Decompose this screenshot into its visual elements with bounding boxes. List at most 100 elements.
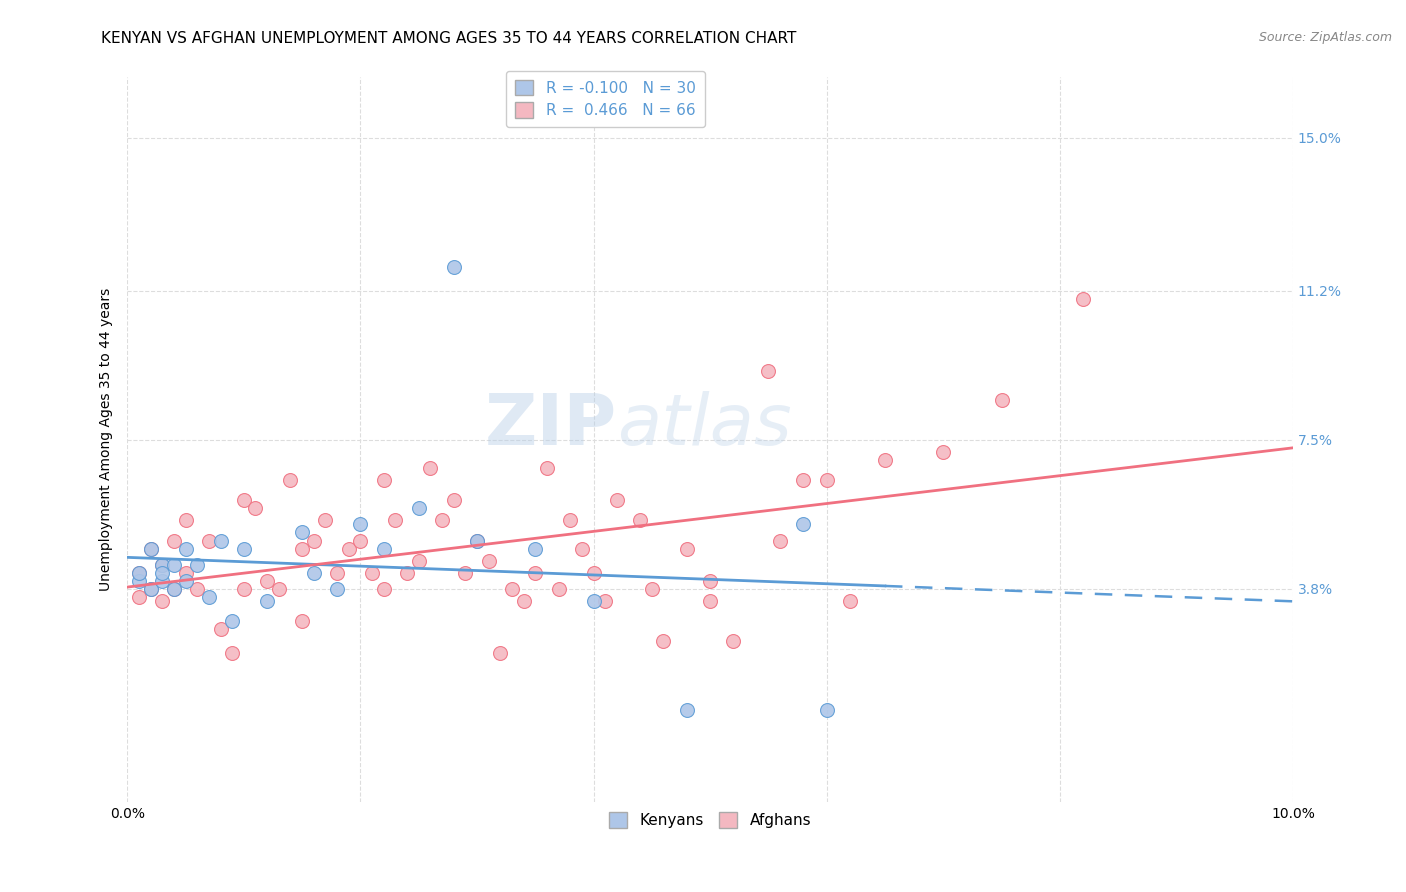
Point (150, 558, 173, 572)
Point (373, 541, 395, 556)
Point (675, 541, 697, 556)
Point (232, 582, 254, 596)
Point (478, 554, 501, 568)
Point (839, 594, 862, 608)
Point (326, 582, 349, 596)
Point (267, 582, 290, 596)
Point (186, 582, 208, 596)
Point (571, 541, 593, 556)
Point (302, 566, 325, 580)
Point (349, 517, 371, 532)
Point (1071, 292, 1094, 306)
Point (349, 533, 371, 548)
Point (245, 501, 267, 516)
Point (163, 533, 186, 548)
Text: Source: ZipAtlas.com: Source: ZipAtlas.com (1258, 31, 1392, 45)
Point (932, 445, 955, 459)
Point (186, 558, 208, 572)
Point (990, 392, 1012, 407)
Point (395, 566, 418, 580)
Point (641, 582, 664, 596)
Point (174, 566, 197, 580)
Point (139, 541, 162, 556)
Point (652, 634, 675, 648)
Point (337, 541, 360, 556)
Point (256, 574, 278, 588)
Point (408, 501, 430, 516)
Point (221, 646, 243, 660)
Point (232, 493, 254, 508)
Point (209, 622, 232, 636)
Point (128, 566, 150, 580)
Point (150, 566, 173, 580)
Point (792, 517, 814, 532)
Point (560, 513, 582, 527)
Point (465, 533, 488, 548)
Point (139, 582, 162, 596)
Point (723, 634, 745, 648)
Legend: Kenyans, Afghans: Kenyans, Afghans (603, 806, 817, 835)
Point (675, 703, 697, 717)
Point (163, 582, 186, 596)
Point (150, 594, 173, 608)
Point (256, 594, 278, 608)
Point (815, 703, 838, 717)
Point (512, 594, 534, 608)
Point (524, 541, 547, 556)
Point (326, 566, 349, 580)
Point (232, 541, 254, 556)
Point (443, 260, 465, 274)
Point (384, 513, 406, 527)
Point (501, 582, 523, 596)
Point (361, 566, 384, 580)
Point (465, 533, 488, 548)
Point (582, 566, 605, 580)
Point (174, 513, 197, 527)
Point (756, 364, 779, 378)
Point (198, 590, 221, 604)
Text: KENYAN VS AFGHAN UNEMPLOYMENT AMONG AGES 35 TO 44 YEARS CORRELATION CHART: KENYAN VS AFGHAN UNEMPLOYMENT AMONG AGES… (101, 31, 797, 46)
Point (699, 574, 721, 588)
Point (443, 493, 465, 508)
Text: atlas: atlas (617, 391, 792, 460)
Point (139, 541, 162, 556)
Point (291, 541, 314, 556)
Point (419, 461, 441, 475)
Point (524, 566, 547, 580)
Point (128, 566, 150, 580)
Point (128, 590, 150, 604)
Point (280, 473, 302, 487)
Point (489, 646, 512, 660)
Point (628, 513, 651, 527)
Point (128, 574, 150, 588)
Point (606, 493, 628, 508)
Point (221, 614, 243, 628)
Point (373, 473, 395, 487)
Point (873, 453, 896, 467)
Point (174, 574, 197, 588)
Point (373, 582, 395, 596)
Point (536, 461, 558, 475)
Point (792, 473, 814, 487)
Y-axis label: Unemployment Among Ages 35 to 44 years: Unemployment Among Ages 35 to 44 years (100, 288, 114, 591)
Point (408, 554, 430, 568)
Point (163, 582, 186, 596)
Point (582, 594, 605, 608)
Point (769, 533, 792, 548)
Point (291, 614, 314, 628)
Point (174, 541, 197, 556)
Point (593, 594, 616, 608)
Point (291, 525, 314, 540)
Point (209, 533, 232, 548)
Point (454, 566, 477, 580)
Point (198, 533, 221, 548)
Point (699, 594, 721, 608)
Point (139, 582, 162, 596)
Point (163, 558, 186, 572)
Point (302, 533, 325, 548)
Point (547, 582, 569, 596)
Point (150, 558, 173, 572)
Point (150, 574, 173, 588)
Point (314, 513, 336, 527)
Text: ZIP: ZIP (485, 391, 617, 460)
